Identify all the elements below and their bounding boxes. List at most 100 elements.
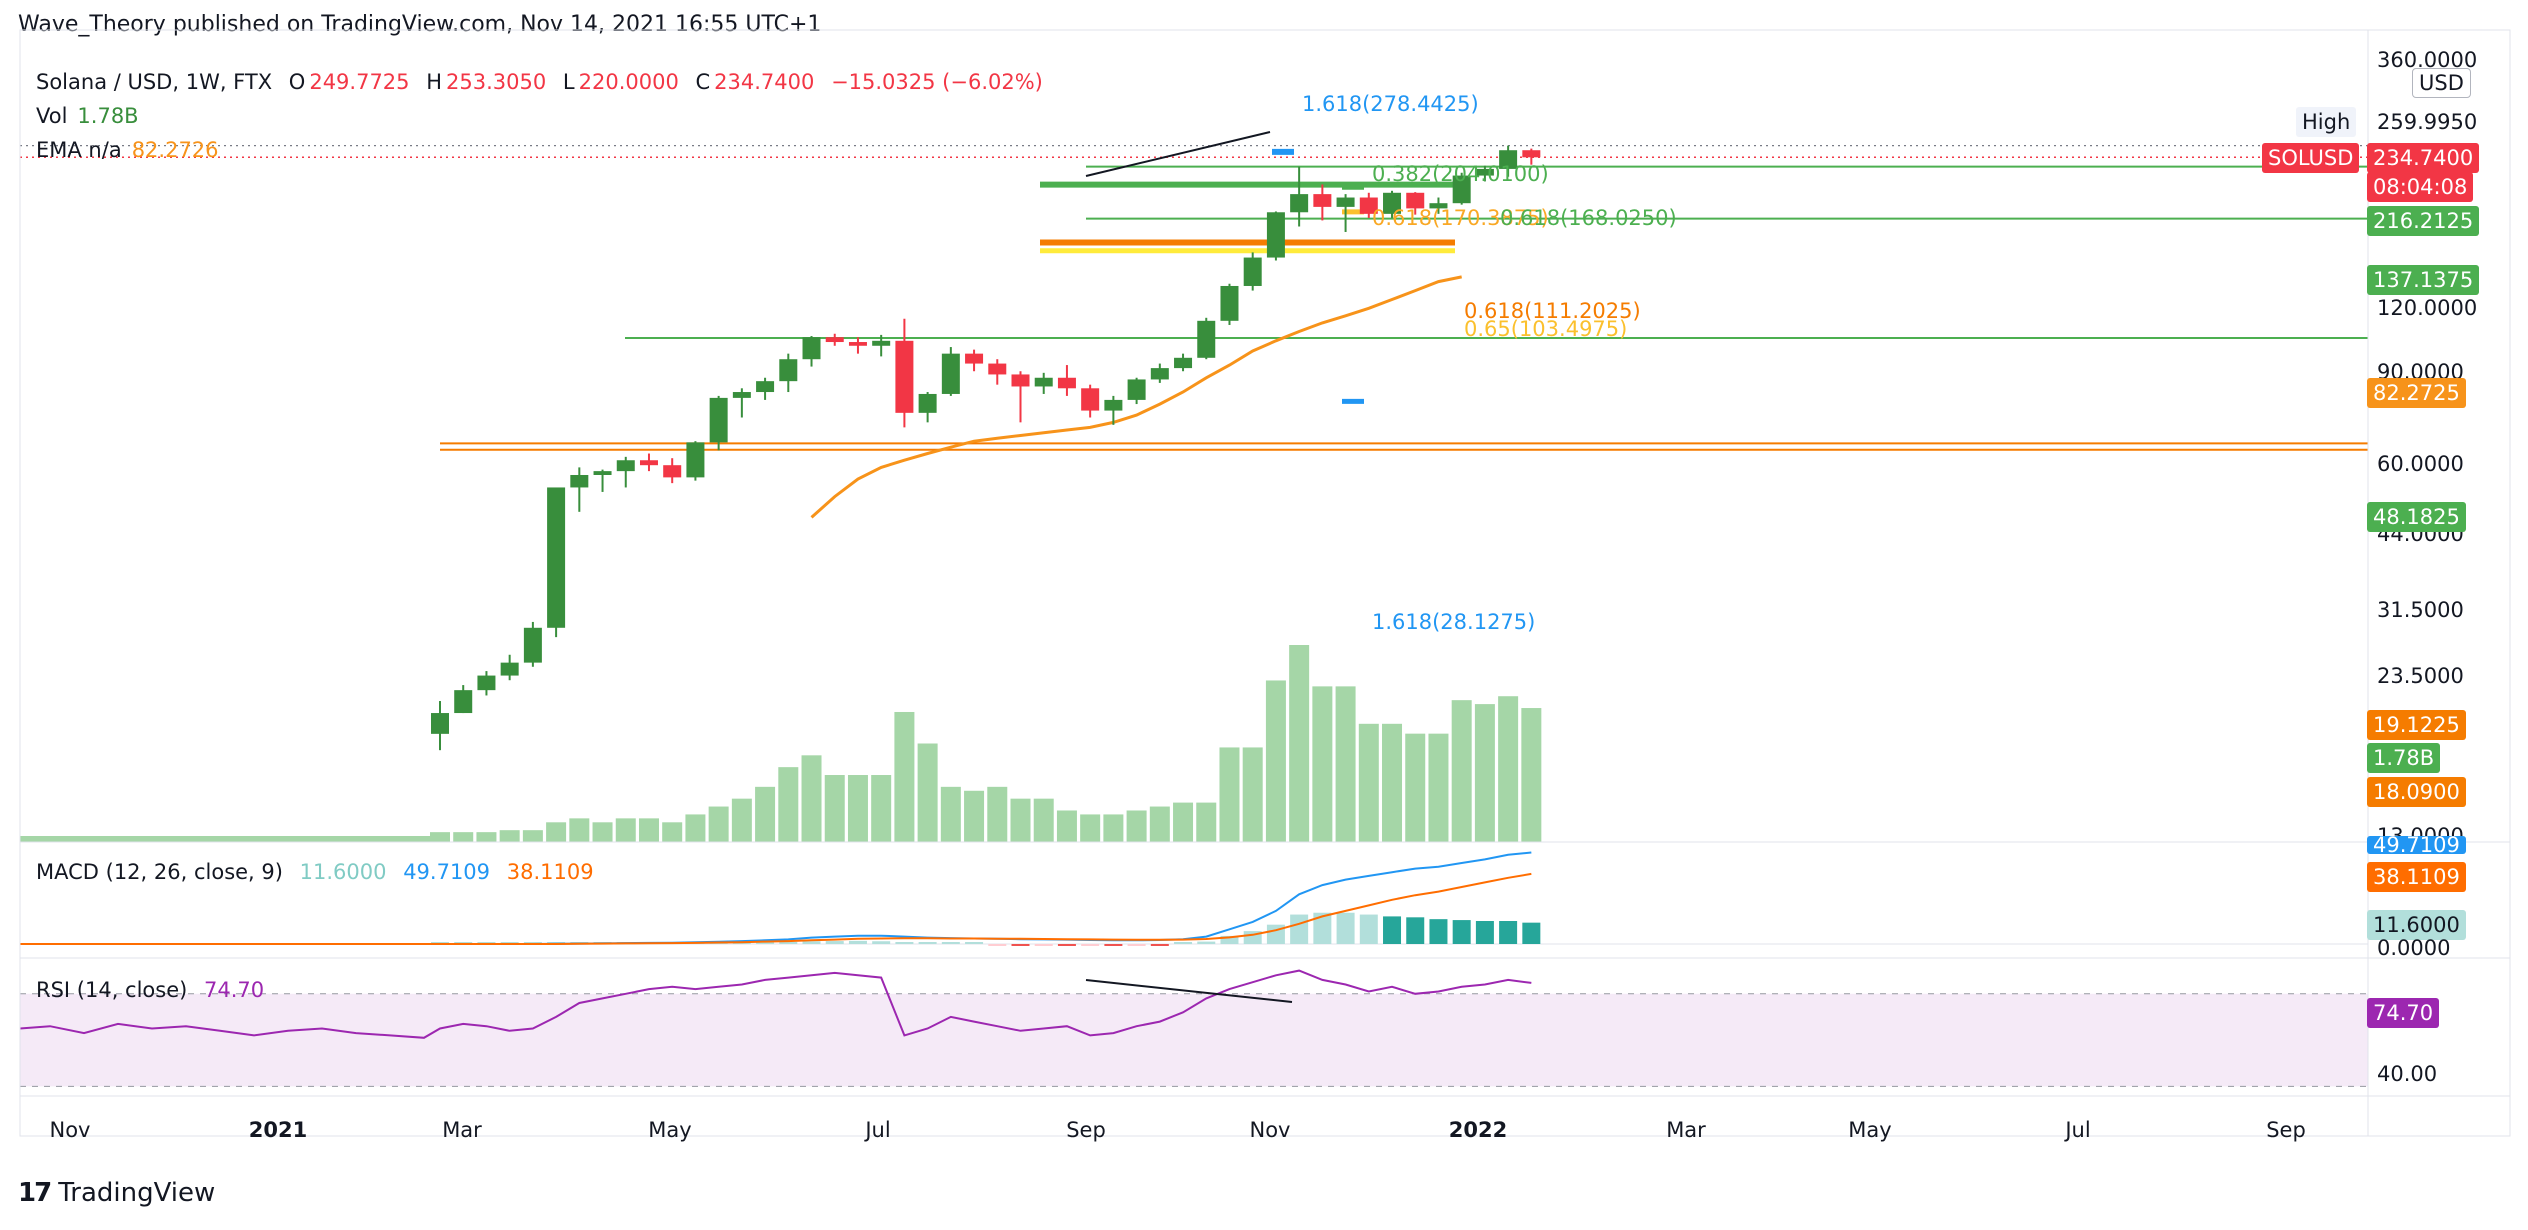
time-tick: May <box>1848 1118 1892 1142</box>
volume-bar <box>1451 700 1472 842</box>
volume-bar <box>731 798 752 842</box>
candle-body <box>1266 212 1285 258</box>
volume-bar <box>453 832 474 842</box>
legend-macd-signal: 38.1109 <box>506 860 594 884</box>
macd-histogram-bar <box>1127 944 1146 946</box>
macd-histogram-bar <box>756 942 775 944</box>
macd-histogram-bar <box>1336 912 1355 944</box>
macd-histogram-bar <box>1174 942 1193 944</box>
time-tick: Jul <box>2065 1118 2091 1142</box>
volume-bar <box>1358 723 1379 842</box>
candle-body <box>1243 257 1262 286</box>
time-tick: Sep <box>2266 1118 2306 1142</box>
time-tick: Nov <box>49 1118 91 1142</box>
candle-body <box>988 363 1007 375</box>
volume-bar <box>615 818 636 842</box>
volume-bar <box>546 822 567 842</box>
rsi-layer <box>19 969 2368 1087</box>
symbol-tag: SOLUSD <box>2262 143 2360 173</box>
candle-body <box>1522 150 1541 158</box>
macd-histogram-bar <box>1290 914 1309 944</box>
fib-label-0382: 0.382(204.0100) <box>1372 162 1549 186</box>
candle-body <box>825 337 844 343</box>
fib-label-0618-b: 0.618(168.0250) <box>1500 206 1677 230</box>
tradingview-logo-icon: 17 <box>18 1178 52 1208</box>
macd-histogram-bar <box>1057 944 1076 946</box>
candle-body <box>918 393 937 413</box>
candle-body <box>477 675 496 691</box>
legend-l-label: L <box>562 70 575 94</box>
candle-body <box>965 353 984 364</box>
macd-histogram-bar <box>1081 944 1100 946</box>
candle-body <box>895 340 914 413</box>
volume-bar <box>662 822 683 842</box>
candle-body <box>1313 194 1332 207</box>
macd-histogram-bar <box>1197 941 1216 944</box>
level-lines-layer <box>20 131 2368 451</box>
legend-vol-value: 1.78B <box>77 104 139 128</box>
volume-bar <box>1103 814 1124 842</box>
high-price-label: 259.9950 <box>2377 110 2478 134</box>
legend-high: 253.3050 <box>446 70 547 94</box>
rsi-line <box>19 969 1532 1039</box>
candle-body <box>848 342 867 346</box>
legend-vol-label[interactable]: Vol <box>36 104 68 128</box>
footer-brand[interactable]: 17 TradingView <box>18 1178 215 1208</box>
last-price-tag[interactable]: 234.7400 <box>2367 143 2480 173</box>
ema-line <box>810 275 1462 519</box>
candle-body <box>732 392 751 398</box>
volume-bar <box>1173 802 1194 842</box>
volume-bar <box>755 786 776 842</box>
time-tick: Jul <box>865 1118 891 1142</box>
volume-bar <box>569 818 590 842</box>
time-tick: Mar <box>1666 1118 1706 1142</box>
candle-body <box>1220 285 1239 321</box>
legend-rsi-label[interactable]: RSI (14, close) <box>36 978 188 1002</box>
macd-layer <box>20 851 2368 946</box>
macd-histogram-bar <box>825 941 844 944</box>
level-137-tag: 137.1375 <box>2367 265 2480 295</box>
candle-body <box>639 460 658 466</box>
macd-histogram-bar <box>1475 921 1494 944</box>
price-tick: 120.0000 <box>2377 296 2478 320</box>
legend-symbol[interactable]: Solana / USD, 1W, FTX <box>36 70 273 94</box>
volume-bar <box>1289 645 1310 842</box>
rsi-tick: 40.00 <box>2377 1062 2438 1086</box>
volume-bar <box>940 786 961 842</box>
volume-bar <box>1126 810 1147 842</box>
volume-bar <box>1382 723 1403 842</box>
macd-tick: 0.0000 <box>2377 936 2451 960</box>
macd-histogram-bar <box>1313 912 1332 944</box>
fib-label-1618-low: 1.618(28.1275) <box>1372 610 1536 634</box>
volume-bar <box>964 790 985 842</box>
candle-body <box>1290 194 1309 213</box>
rsi-band <box>20 993 2368 1087</box>
volume-bar <box>1033 798 1054 842</box>
candle-body <box>547 487 566 628</box>
volume-bar <box>476 832 497 842</box>
price-tick: 23.5000 <box>2377 664 2464 688</box>
volume-bar <box>917 743 938 842</box>
volume-bar <box>778 767 799 842</box>
candle-body <box>1127 379 1146 400</box>
candle-body <box>593 471 612 475</box>
macd-histogram-bar <box>1452 920 1471 944</box>
macd-histogram-bar <box>872 941 891 944</box>
candle-body <box>1081 388 1100 411</box>
legend-ema-label[interactable]: EMA n/a <box>36 138 122 162</box>
volume-bar <box>685 814 706 842</box>
candle-body <box>1174 357 1193 369</box>
macd-histogram-bar <box>1522 922 1541 944</box>
trend-line <box>1085 131 1271 177</box>
candle-body <box>709 397 728 443</box>
chart-frame <box>19 29 2511 1137</box>
candles-layer <box>431 145 1541 751</box>
legend-macd-label[interactable]: MACD (12, 26, close, 9) <box>36 860 283 884</box>
candle-body <box>941 353 960 394</box>
volume-layer <box>20 645 1542 842</box>
macd-histogram-bar <box>1406 917 1425 944</box>
currency-badge[interactable]: USD <box>2412 68 2471 98</box>
macd-histogram-bar <box>941 942 960 944</box>
candle-body <box>1034 377 1053 387</box>
